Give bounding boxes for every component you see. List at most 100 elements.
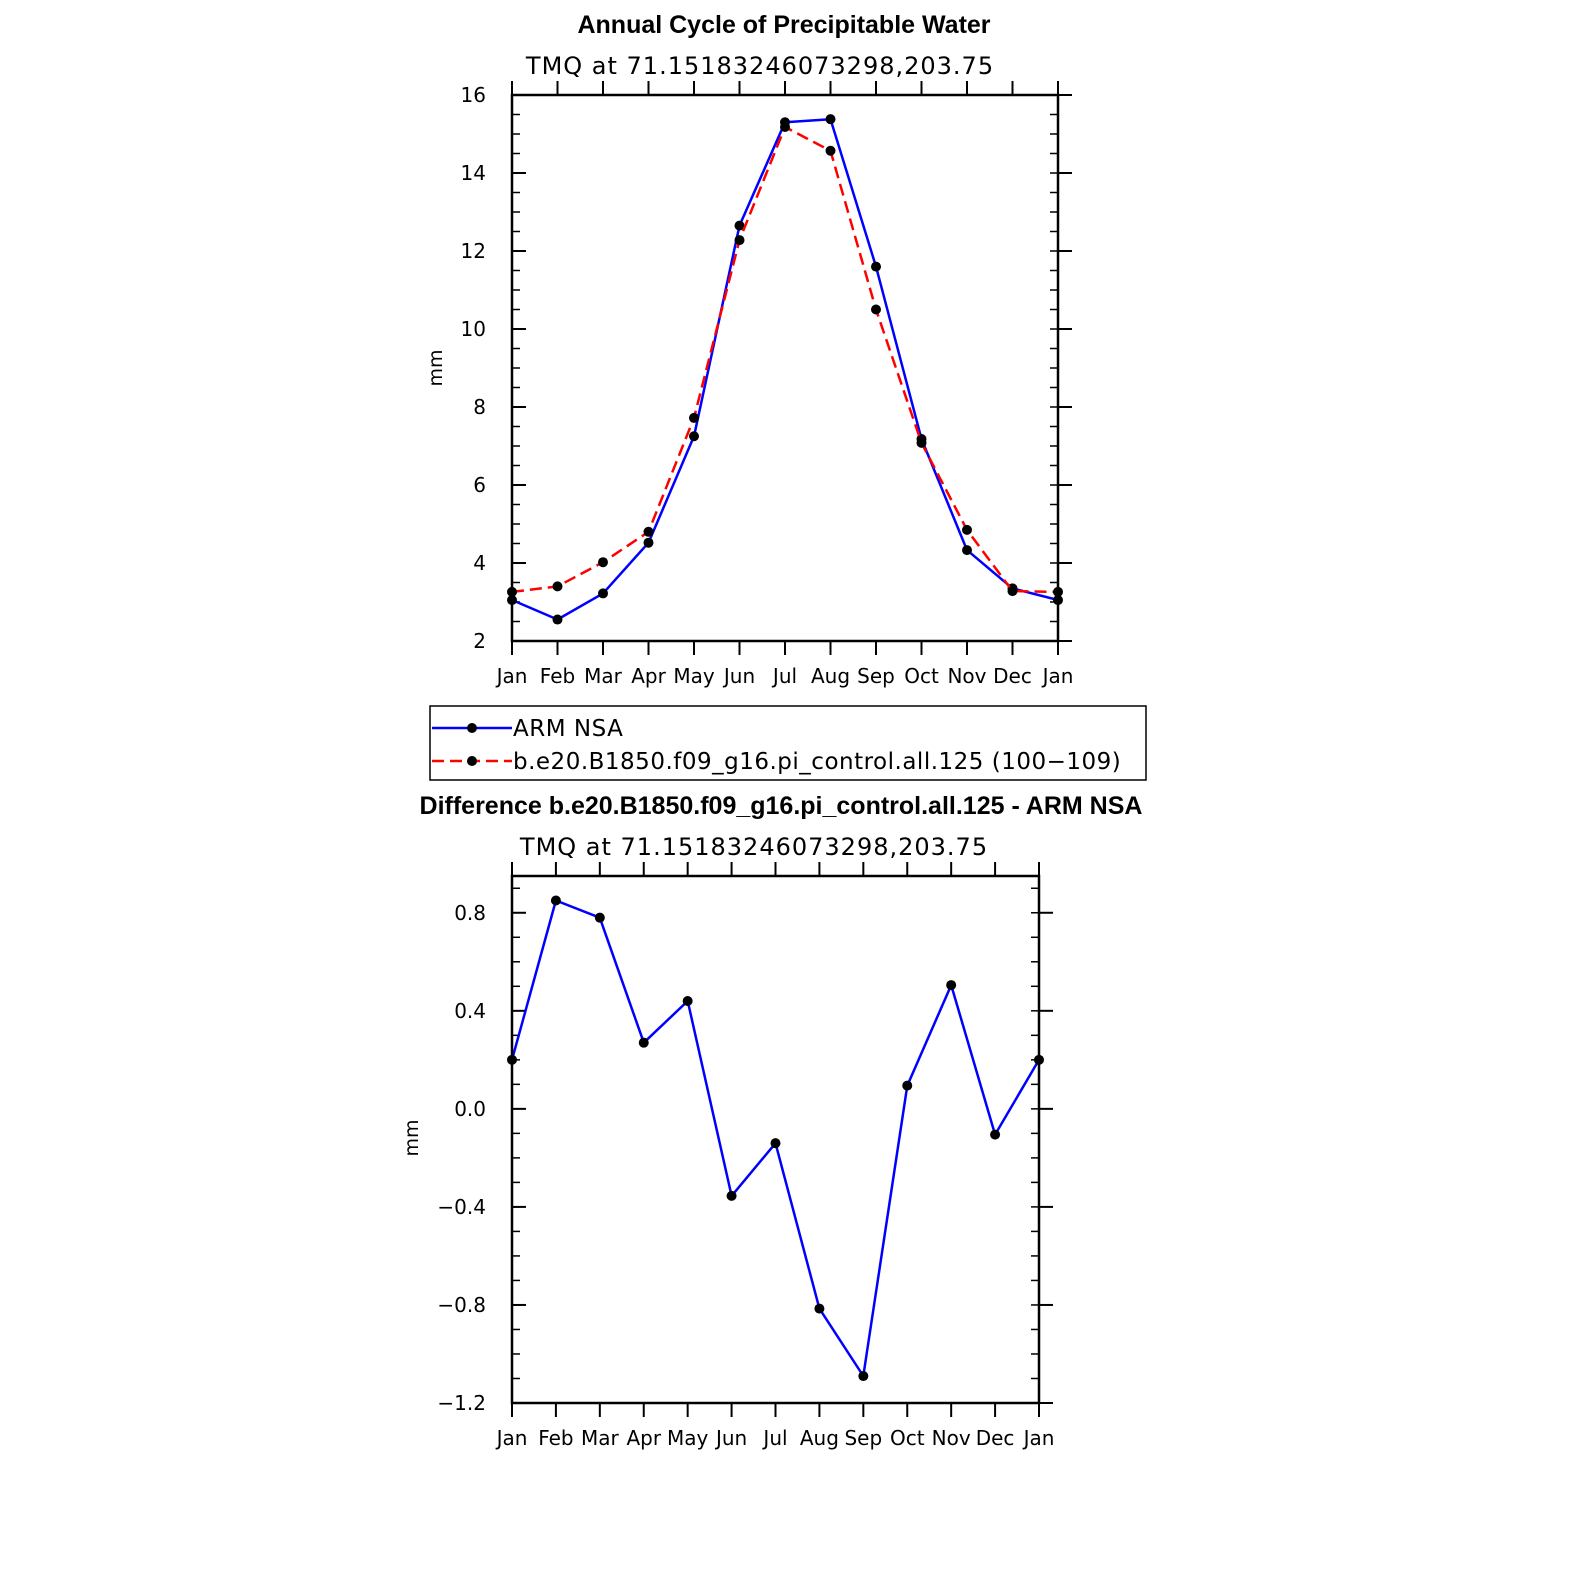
x-tick-label-nov: Nov <box>947 664 986 688</box>
data-point-series-0-10 <box>946 980 957 991</box>
x-tick-label-oct: Oct <box>904 664 939 688</box>
data-point-arm-nsa-1 <box>552 614 563 625</box>
x-tick-label-jun: Jun <box>714 1426 747 1450</box>
series-line-arm-nsa <box>511 117 1059 621</box>
tick-labels: Jan Feb Mar Apr May Jun Jul Aug Sep Oct Nov Dec Jan 2… <box>461 83 1074 688</box>
y-tick-label: 6 <box>473 473 486 497</box>
x-tick-label-jun: Jun <box>722 664 755 688</box>
x-tick-label-jul: Jul <box>771 664 797 688</box>
x-tick-label-apr: Apr <box>631 664 666 688</box>
data-point-series-0-2 <box>594 912 605 923</box>
y-tick-label: −0.4 <box>437 1195 486 1219</box>
x-tick-label-feb: Feb <box>538 1426 573 1450</box>
x-tick-label-dec: Dec <box>993 664 1032 688</box>
x-tick-label-may: May <box>667 1426 709 1450</box>
x-tick-label-jul: Jul <box>761 1426 787 1450</box>
data-point-series-0-8 <box>858 1371 869 1382</box>
data-point-b-e20-b1850-f09-g16-pi-control-all-125-100-109-3 <box>643 526 654 537</box>
x-tick-label-jan: Jan <box>1022 1426 1055 1450</box>
data-point-b-e20-b1850-f09-g16-pi-control-all-125-100-109-10 <box>962 524 972 535</box>
chart-title: Difference b.e20.B1850.f09_g16.pi_contro… <box>420 792 1143 820</box>
x-tick-label-aug: Aug <box>800 1426 839 1450</box>
x-tick-label-sep: Sep <box>844 1426 882 1450</box>
legend-marker-arm-nsa <box>467 723 477 733</box>
legend-entry-arm-nsa: ARM NSA <box>432 716 623 742</box>
y-tick-label: 16 <box>461 83 486 107</box>
data-point-series-0-11 <box>990 1129 1001 1140</box>
tick-labels: Jan Feb Mar Apr May Jun Jul Aug Sep Oct Nov Dec Jan 0… <box>437 901 1054 1450</box>
data-point-b-e20-b1850-f09-g16-pi-control-all-125-100-109-1 <box>552 581 563 592</box>
data-point-arm-nsa-10 <box>962 545 972 556</box>
series-b-e20-b1850-f09-g16-pi-control-all-125-100-109 <box>507 121 1063 597</box>
x-tick-label-mar: Mar <box>584 664 623 688</box>
data-point-arm-nsa-7 <box>825 114 836 125</box>
x-tick-label-may: May <box>673 664 715 688</box>
axis-ticks <box>511 862 1053 1417</box>
legend-label-arm-nsa: ARM NSA <box>513 716 623 742</box>
legend-label-model: b.e20.B1850.f09_g16.pi_control.all.125 (… <box>513 749 1121 775</box>
data-point-series-0-9 <box>902 1080 913 1091</box>
x-tick-label-feb: Feb <box>540 664 575 688</box>
data-point-b-e20-b1850-f09-g16-pi-control-all-125-100-109-8 <box>871 304 881 315</box>
x-tick-label-apr: Apr <box>626 1426 661 1450</box>
y-tick-label: −1.2 <box>437 1391 486 1415</box>
data-point-b-e20-b1850-f09-g16-pi-control-all-125-100-109-11 <box>1007 586 1018 597</box>
data-point-series-0-1 <box>550 895 561 906</box>
plot-frame <box>510 874 1041 1405</box>
legend-marker-model <box>467 756 477 766</box>
legend-entry-model: b.e20.B1850.f09_g16.pi_control.all.125 (… <box>432 749 1121 775</box>
x-tick-label-jan: Jan <box>495 664 528 688</box>
x-tick-label-mar: Mar <box>581 1426 620 1450</box>
y-tick-label: 10 <box>461 317 486 341</box>
data-point-arm-nsa-3 <box>643 537 654 548</box>
y-tick-label: 2 <box>473 629 486 653</box>
x-tick-label-dec: Dec <box>976 1426 1015 1450</box>
chart-subtitle: TMQ at 71.15183246073298,203.75 <box>525 52 994 80</box>
data-series <box>507 114 1063 625</box>
data-point-series-0-5 <box>726 1190 737 1201</box>
data-point-series-0-4 <box>682 996 693 1007</box>
y-tick-label: 12 <box>461 239 486 263</box>
series-line-b-e20-b1850-f09-g16-pi-control-all-125-100-109 <box>511 125 1059 594</box>
y-axis-label: mm <box>401 1119 423 1156</box>
data-series <box>507 895 1044 1382</box>
y-tick-label: 0.8 <box>454 901 486 925</box>
chart-title: Annual Cycle of Precipitable Water <box>577 11 990 39</box>
series-arm-nsa <box>507 114 1063 625</box>
y-tick-label: 4 <box>473 551 486 575</box>
precipitable-water-annual-cycle-chart: Annual Cycle of Precipitable Water TMQ a… <box>425 11 1147 781</box>
data-point-series-0-6 <box>770 1138 781 1149</box>
chart-subtitle: TMQ at 71.15183246073298,203.75 <box>519 833 988 861</box>
axis-ticks <box>511 81 1072 655</box>
y-tick-label: 0.4 <box>454 999 486 1023</box>
data-point-b-e20-b1850-f09-g16-pi-control-all-125-100-109-7 <box>825 145 836 156</box>
y-tick-label: 8 <box>473 395 486 419</box>
data-point-arm-nsa-4 <box>689 431 699 442</box>
data-point-b-e20-b1850-f09-g16-pi-control-all-125-100-109-6 <box>780 121 790 132</box>
data-point-b-e20-b1850-f09-g16-pi-control-all-125-100-109-4 <box>689 412 699 423</box>
data-point-arm-nsa-5 <box>734 220 745 231</box>
data-point-series-0-7 <box>814 1303 825 1314</box>
y-tick-label: −0.8 <box>437 1293 486 1317</box>
data-point-b-e20-b1850-f09-g16-pi-control-all-125-100-109-5 <box>734 235 745 246</box>
x-tick-label-oct: Oct <box>890 1426 925 1450</box>
data-point-arm-nsa-8 <box>871 261 881 272</box>
x-tick-label-jan: Jan <box>495 1426 528 1450</box>
x-tick-label-aug: Aug <box>811 664 850 688</box>
y-tick-label: 14 <box>461 161 486 185</box>
data-point-b-e20-b1850-f09-g16-pi-control-all-125-100-109-9 <box>916 437 927 448</box>
y-tick-label: 0.0 <box>454 1097 486 1121</box>
difference-chart: Difference b.e20.B1850.f09_g16.pi_contro… <box>401 792 1142 1450</box>
legend: ARM NSA b.e20.B1850.f09_g16.pi_control.a… <box>429 705 1147 781</box>
series-series-0 <box>507 895 1044 1382</box>
x-tick-label-jan: Jan <box>1041 664 1074 688</box>
legend-box <box>429 705 1147 781</box>
x-tick-label-sep: Sep <box>857 664 895 688</box>
data-point-b-e20-b1850-f09-g16-pi-control-all-125-100-109-2 <box>598 557 608 568</box>
x-tick-label-nov: Nov <box>932 1426 971 1450</box>
data-point-series-0-3 <box>638 1037 649 1048</box>
data-point-arm-nsa-2 <box>598 588 608 599</box>
y-axis-label: mm <box>425 349 447 386</box>
plot-frame <box>510 93 1060 643</box>
